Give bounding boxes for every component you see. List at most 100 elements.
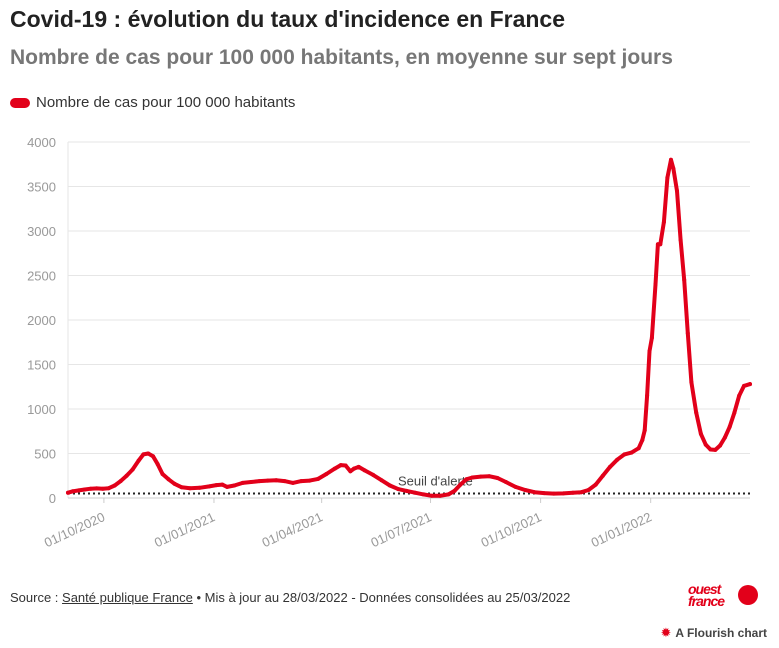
data-point[interactable] (146, 451, 151, 456)
data-point[interactable] (100, 486, 105, 491)
data-point[interactable] (682, 277, 687, 282)
data-point[interactable] (421, 492, 426, 497)
data-point[interactable] (118, 479, 123, 484)
data-point[interactable] (661, 220, 666, 225)
data-point[interactable] (94, 486, 99, 491)
data-point[interactable] (225, 484, 230, 489)
data-point[interactable] (678, 237, 683, 242)
data-point[interactable] (742, 383, 746, 388)
data-point[interactable] (106, 486, 111, 491)
data-point[interactable] (458, 482, 463, 487)
data-point[interactable] (675, 188, 679, 193)
series-line[interactable] (66, 157, 752, 498)
data-point[interactable] (551, 491, 556, 496)
data-point[interactable] (570, 490, 575, 495)
data-point[interactable] (220, 482, 225, 487)
data-point[interactable] (396, 487, 401, 492)
data-point[interactable] (371, 472, 376, 477)
data-point[interactable] (282, 479, 287, 484)
data-point[interactable] (188, 486, 192, 491)
data-point[interactable] (669, 157, 673, 162)
data-point[interactable] (532, 490, 537, 495)
data-point[interactable] (88, 486, 93, 491)
data-point[interactable] (249, 480, 254, 484)
data-point[interactable] (179, 485, 184, 490)
data-point[interactable] (600, 473, 605, 478)
data-point[interactable] (649, 335, 654, 340)
data-point[interactable] (112, 483, 117, 488)
data-point[interactable] (76, 488, 81, 493)
data-point[interactable] (653, 282, 658, 287)
data-point[interactable] (689, 380, 694, 385)
data-point[interactable] (478, 474, 483, 479)
data-point[interactable] (290, 480, 295, 485)
data-point[interactable] (464, 477, 469, 482)
data-point[interactable] (586, 488, 591, 492)
line-chart[interactable]: 0 500 1000 1500 2000 2500 3000 3500 4000 01/10/2… (0, 120, 779, 565)
data-point[interactable] (352, 466, 356, 471)
data-point[interactable] (413, 490, 417, 495)
data-point[interactable] (452, 488, 457, 493)
data-point[interactable] (324, 472, 329, 476)
data-point[interactable] (615, 457, 620, 462)
data-point[interactable] (429, 493, 434, 498)
data-point[interactable] (299, 479, 304, 484)
data-point[interactable] (523, 488, 528, 492)
data-point[interactable] (732, 410, 737, 415)
data-point[interactable] (671, 166, 676, 171)
data-point[interactable] (658, 242, 663, 247)
data-point[interactable] (316, 476, 321, 481)
source-link[interactable]: Santé publique France (62, 590, 193, 605)
data-point[interactable] (362, 468, 367, 473)
data-point[interactable] (685, 331, 690, 336)
data-point[interactable] (542, 491, 547, 496)
data-point[interactable] (160, 472, 165, 476)
data-point[interactable] (197, 485, 202, 490)
data-point[interactable] (579, 490, 584, 495)
data-point[interactable] (166, 477, 171, 482)
data-point[interactable] (82, 487, 87, 492)
data-point[interactable] (487, 474, 492, 479)
data-point[interactable] (513, 484, 518, 489)
data-point[interactable] (207, 484, 212, 489)
flourish-credit[interactable]: ✹ A Flourish chart (661, 625, 767, 641)
data-point[interactable] (470, 475, 475, 480)
data-point[interactable] (694, 410, 699, 415)
data-point[interactable] (636, 446, 641, 451)
data-point[interactable] (124, 473, 129, 478)
data-point[interactable] (214, 483, 219, 488)
data-point[interactable] (136, 458, 141, 463)
data-point[interactable] (155, 462, 160, 467)
data-point[interactable] (66, 490, 70, 495)
data-point[interactable] (343, 463, 348, 468)
data-point[interactable] (265, 478, 270, 483)
data-point[interactable] (356, 464, 361, 469)
data-point[interactable] (698, 431, 703, 436)
data-point[interactable] (727, 424, 732, 429)
data-point[interactable] (629, 450, 634, 455)
data-point[interactable] (332, 466, 337, 471)
data-point[interactable] (737, 393, 742, 398)
data-point[interactable] (240, 480, 245, 485)
data-point[interactable] (608, 464, 612, 469)
data-point[interactable] (379, 478, 384, 483)
data-point[interactable] (647, 349, 652, 354)
data-point[interactable] (640, 438, 645, 443)
data-point[interactable] (338, 463, 343, 468)
data-point[interactable] (172, 481, 177, 486)
data-point[interactable] (593, 482, 598, 487)
data-point[interactable] (348, 469, 353, 474)
data-point[interactable] (645, 393, 650, 398)
data-point[interactable] (141, 452, 146, 457)
data-point[interactable] (130, 467, 135, 472)
data-point[interactable] (622, 452, 627, 457)
data-point[interactable] (748, 382, 752, 387)
legend[interactable]: Nombre de cas pour 100 000 habitants (10, 94, 295, 111)
data-point[interactable] (708, 447, 713, 452)
data-point[interactable] (438, 493, 443, 498)
data-point[interactable] (151, 454, 155, 459)
data-point[interactable] (703, 442, 708, 447)
data-point[interactable] (722, 435, 727, 440)
data-point[interactable] (713, 447, 718, 452)
data-point[interactable] (387, 483, 392, 488)
